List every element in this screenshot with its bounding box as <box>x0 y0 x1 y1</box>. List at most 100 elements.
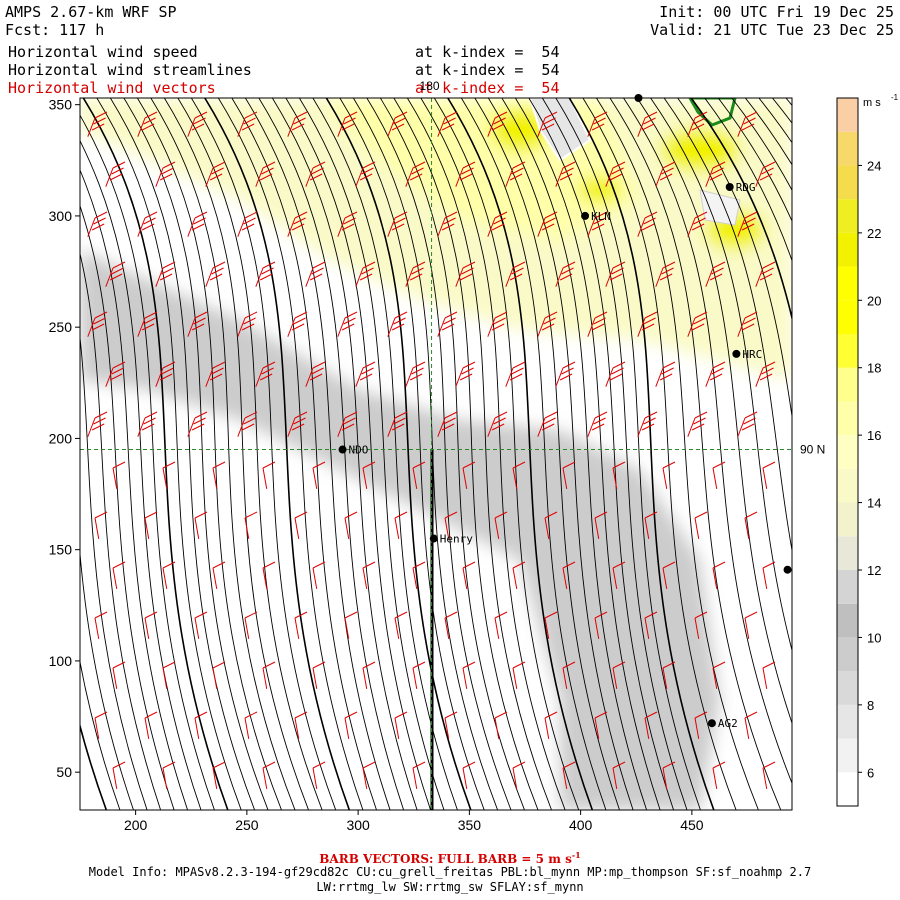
barb-flag <box>591 423 605 431</box>
barb-flag <box>443 217 456 225</box>
streamline <box>163 98 310 810</box>
barb-flag <box>409 173 423 181</box>
wind-barb <box>655 261 676 287</box>
barb-flag <box>512 461 526 469</box>
wind-barb <box>587 211 608 237</box>
wind-barb <box>187 211 208 237</box>
barb-flag <box>462 761 476 769</box>
wind-barb <box>762 561 776 589</box>
barb-flag <box>762 561 776 569</box>
colorbar-segment <box>837 165 858 200</box>
barb-flag <box>694 611 708 619</box>
wind-barb <box>344 611 358 639</box>
colorbar-tick-label: 12 <box>867 563 881 578</box>
barb-shaft <box>562 667 568 689</box>
wind-barb <box>355 261 376 287</box>
wind-barb <box>744 711 758 739</box>
y-tick-label: 200 <box>49 430 73 446</box>
wind-barb <box>505 361 526 387</box>
wind-barb <box>387 211 408 237</box>
barb-shaft <box>737 117 746 137</box>
barb-flag <box>311 267 324 275</box>
wind-barb <box>405 261 426 287</box>
barb-flag <box>293 317 306 325</box>
barb-shaft <box>287 117 296 137</box>
barb-flag <box>709 273 723 281</box>
barb-flag <box>94 211 108 219</box>
wind-barb <box>705 161 726 187</box>
barb-flag <box>459 173 473 181</box>
barb-flag <box>112 561 126 569</box>
wind-barb <box>262 561 276 589</box>
streamline <box>96 98 242 810</box>
station-label: HRC <box>742 348 762 361</box>
colorbar-tick-label: 18 <box>867 361 881 376</box>
barb-shaft <box>444 517 450 539</box>
wind-barb <box>462 461 476 489</box>
barb-shaft <box>655 167 664 187</box>
streamline <box>109 98 256 810</box>
barb-flag <box>644 311 658 319</box>
barb-flag <box>291 223 305 231</box>
wind-barb <box>594 711 608 739</box>
barb-flag <box>494 311 508 319</box>
barb-flag <box>241 423 255 431</box>
barb-shaft <box>712 767 718 789</box>
barb-flag <box>94 711 108 719</box>
barb-shaft <box>537 117 546 137</box>
barb-flag <box>594 711 608 719</box>
streamline <box>177 98 323 810</box>
wind-barb <box>287 211 308 237</box>
model-title: AMPS 2.67-km WRF SP <box>5 3 177 21</box>
barb-shaft <box>387 217 396 237</box>
barb-flag <box>359 373 373 381</box>
barb-note-unit-sup: -1 <box>571 850 581 860</box>
barb-shaft <box>455 367 464 387</box>
wind-barb <box>337 311 358 337</box>
barb-flag <box>312 461 326 469</box>
barb-shaft <box>637 317 646 337</box>
barb-flag <box>491 123 505 131</box>
wind-barb <box>537 411 558 437</box>
x-tick-label: 250 <box>235 817 259 833</box>
barb-flag <box>193 217 206 225</box>
wind-barb <box>655 161 676 187</box>
barb-shaft <box>212 767 218 789</box>
barb-shaft <box>494 617 500 639</box>
wind-barb <box>605 161 626 187</box>
barb-flag <box>759 373 773 381</box>
colorbar-segment <box>837 232 858 267</box>
streamline <box>420 98 566 810</box>
barb-flag <box>691 323 705 331</box>
barb-flag <box>243 217 256 225</box>
wind-barb <box>494 611 508 639</box>
wind-barb <box>394 611 408 639</box>
barb-shaft <box>505 267 514 287</box>
colorbar-segment <box>837 570 858 604</box>
barb-flag <box>543 317 556 325</box>
barb-flag <box>144 411 158 419</box>
wind-barb <box>287 111 308 137</box>
barb-flag <box>541 323 555 331</box>
barb-flag <box>243 117 256 125</box>
barb-shaft <box>94 517 100 539</box>
barb-flag <box>241 123 255 131</box>
barb-shaft <box>437 417 446 437</box>
y-tick-label: 150 <box>49 542 73 558</box>
barb-flag <box>561 367 574 375</box>
barb-flag <box>712 161 726 169</box>
barb-shaft <box>294 517 300 539</box>
wind-barb <box>337 411 358 437</box>
barb-shaft <box>412 467 418 489</box>
barb-flag <box>262 461 276 469</box>
barb-shaft <box>155 267 164 287</box>
barb-shaft <box>162 767 168 789</box>
wind-barb <box>587 111 608 137</box>
barb-flag <box>212 361 226 369</box>
barb-flag <box>761 367 774 375</box>
barb-flag <box>393 117 406 125</box>
barb-flag <box>494 611 508 619</box>
streamline <box>555 98 701 810</box>
barb-shaft <box>605 367 614 387</box>
wind-barb <box>244 511 258 539</box>
